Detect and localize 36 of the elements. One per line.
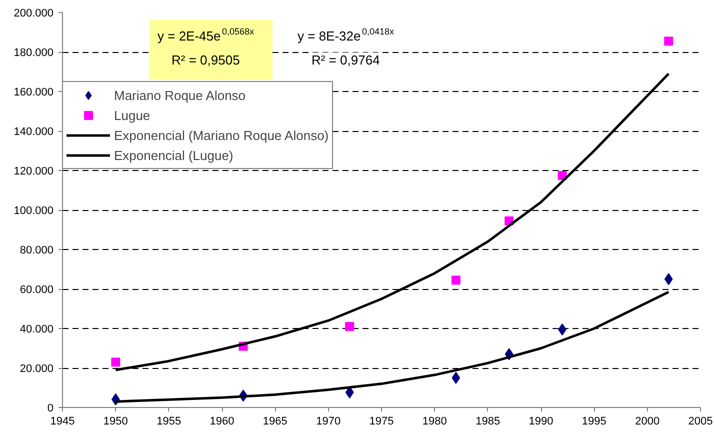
y-tick-label: 60.000: [20, 284, 54, 296]
annotation: R² = 0,9764: [312, 52, 380, 68]
y-tick-label: 80.000: [20, 244, 54, 256]
y-tick-label: 20.000: [20, 363, 54, 375]
y-tick-label: 160.000: [14, 86, 54, 98]
point: [345, 322, 354, 332]
x-tick-label: 1995: [582, 416, 606, 428]
x-tick-label: 1980: [422, 416, 447, 428]
point: [451, 276, 460, 285]
x-tick-label: 2005: [688, 416, 713, 428]
x-tick-label: 1950: [103, 416, 128, 428]
point: [111, 358, 120, 367]
y-tick-label: 120.000: [14, 166, 54, 178]
x-tick-label: 2000: [635, 416, 660, 428]
x-tick-label: 1975: [369, 416, 394, 428]
x-tick-label: 1985: [476, 416, 500, 428]
point: [664, 273, 673, 286]
y-tick-label: 40.000: [20, 324, 54, 336]
x-tick-label: 1970: [316, 416, 341, 428]
x-tick-label: 1990: [528, 416, 554, 428]
x-tick-label: 1965: [262, 416, 288, 428]
x-tick-label: 1960: [210, 416, 234, 428]
y-tick-label: 180.000: [14, 47, 54, 59]
y-tick-label: 200.000: [14, 8, 54, 20]
legend-label: Mariano Roque Alonso: [114, 88, 246, 102]
legend-label: Exponencial (Mariano Roque Alonso): [114, 128, 329, 142]
x-tick-label: 1955: [156, 416, 182, 428]
legend-label: Exponencial (Lugue): [114, 148, 234, 162]
x-tick-label: 1945: [50, 416, 75, 428]
y-tick-label: 0: [47, 402, 54, 414]
y-tick-label: 100.000: [14, 205, 54, 217]
point: [664, 36, 674, 46]
y-tick-label: 140.000: [14, 126, 54, 138]
point: [452, 372, 460, 384]
annotation: R² = 0,9505: [172, 52, 240, 68]
legend-label: Lugue: [114, 108, 150, 122]
